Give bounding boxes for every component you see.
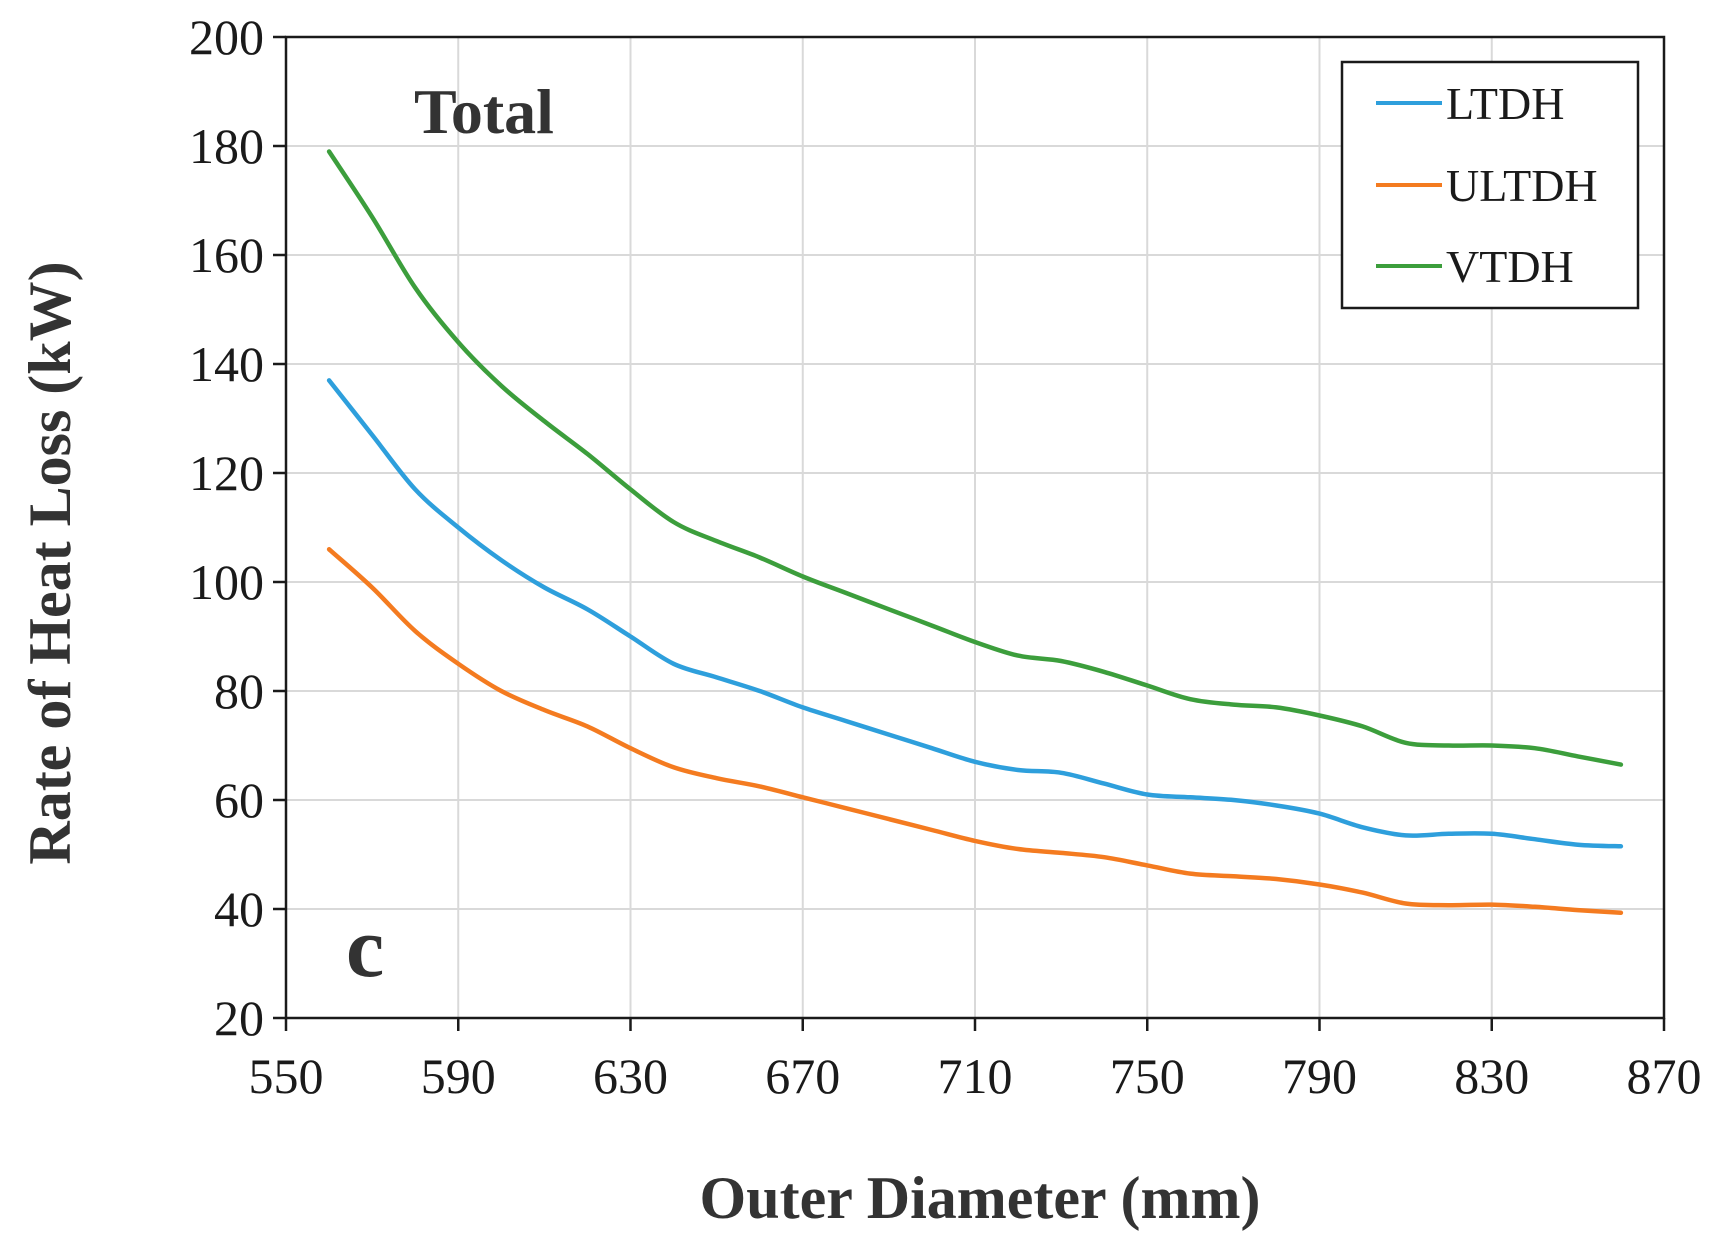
x-tick-label: 870 [1627,1048,1702,1104]
data-series [326,149,1624,916]
x-tick-label: 710 [938,1048,1013,1104]
series-line-ltdh [326,378,1624,849]
y-tick-label: 160 [189,227,264,283]
x-axis-title: Outer Diameter (mm) [700,1165,1261,1231]
annotation-panel-letter: c [346,899,384,995]
axis-ticks: 550 590 630 670 710 750 790 830 870 20 40 60 80 100 12… [189,9,1702,1104]
y-tick-label: 100 [189,554,264,610]
y-tick-label: 120 [189,445,264,501]
x-tick-label: 830 [1454,1048,1529,1104]
x-tick-label: 790 [1282,1048,1357,1104]
x-tick-label: 550 [249,1048,324,1104]
x-tick-label: 750 [1110,1048,1185,1104]
legend-label-ltdh: LTDH [1446,78,1564,129]
x-tick-label: 590 [421,1048,496,1104]
y-tick-label: 200 [189,9,264,65]
y-tick-label: 40 [214,881,264,937]
annotation-total: Total [414,76,554,147]
y-tick-label: 60 [214,772,264,828]
series-line-ultdh [326,547,1624,916]
gridlines [286,37,1664,1018]
y-tick-label: 180 [189,118,264,174]
legend-label-ultdh: ULTDH [1446,160,1598,211]
y-tick-label: 140 [189,336,264,392]
y-tick-label: 20 [214,990,264,1046]
y-axis-title: Rate of Heat Loss (kW) [17,261,83,864]
y-tick-label: 80 [214,663,264,719]
legend-label-vtdh: VTDH [1446,241,1574,292]
x-tick-label: 670 [765,1048,840,1104]
x-tick-label: 630 [593,1048,668,1104]
series-line-vtdh [326,149,1624,767]
legend: LTDH ULTDH VTDH [1340,60,1640,310]
